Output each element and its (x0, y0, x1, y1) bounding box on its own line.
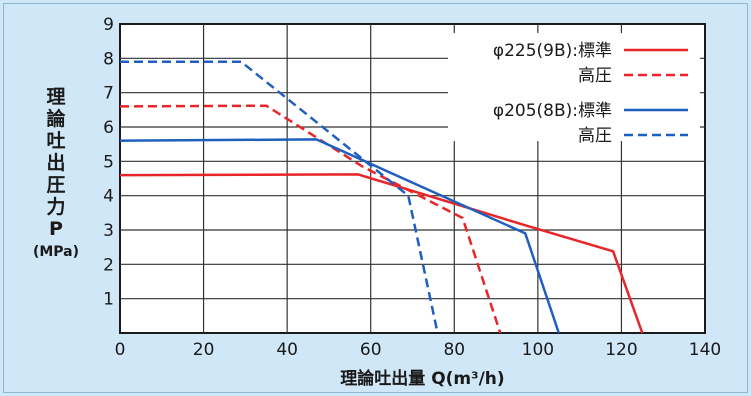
grid-lines (120, 24, 705, 333)
x-tick-100: 100 (522, 340, 554, 360)
legend-label-3: 高圧 (578, 126, 612, 146)
y-axis-label-part-0: 理 (46, 86, 65, 108)
x-tick-120: 120 (605, 340, 637, 360)
y-axis-label-part-6: P (49, 218, 63, 240)
legend-label-1: 高圧 (578, 66, 612, 86)
y-tick-4: 4 (103, 187, 114, 207)
x-tick-80: 80 (443, 340, 465, 360)
y-tick-labels: 1 2 3 4 5 6 7 8 9 (103, 15, 114, 310)
series-line-1 (119, 104, 502, 334)
y-axis-label-part-4: 圧 (46, 174, 65, 196)
x-tick-labels: 0 20 40 60 80 100 120 140 (115, 340, 722, 360)
y-axis-label-part-2: 吐 (46, 130, 65, 152)
y-axis-label-part-7: (MPa) (33, 244, 79, 260)
y-tick-9: 9 (103, 15, 114, 35)
series-line-0 (119, 173, 644, 334)
y-tick-1: 1 (103, 290, 114, 310)
y-tick-6: 6 (103, 118, 114, 138)
y-tick-8: 8 (103, 49, 114, 69)
series-line-2 (119, 138, 560, 334)
y-tick-5: 5 (103, 152, 114, 172)
x-tick-40: 40 (276, 340, 298, 360)
y-axis-label-part-3: 出 (46, 151, 65, 174)
x-tick-20: 20 (193, 340, 215, 360)
y-axis-label-part-1: 論 (46, 107, 66, 130)
y-tick-2: 2 (103, 255, 114, 275)
y-axis-label-part-5: 力 (46, 195, 65, 218)
y-tick-3: 3 (103, 221, 114, 241)
data-series (119, 60, 644, 334)
legend-label-0: φ225(9B):標準 (493, 41, 612, 61)
series-line-3 (120, 60, 439, 334)
x-tick-140: 140 (689, 340, 721, 360)
x-axis-label: 理論吐出量 Q(m³/h) (340, 368, 504, 389)
x-tick-60: 60 (360, 340, 382, 360)
legend-label-2: φ205(8B):標準 (493, 101, 612, 121)
y-tick-7: 7 (103, 84, 114, 104)
x-tick-0: 0 (115, 340, 126, 360)
